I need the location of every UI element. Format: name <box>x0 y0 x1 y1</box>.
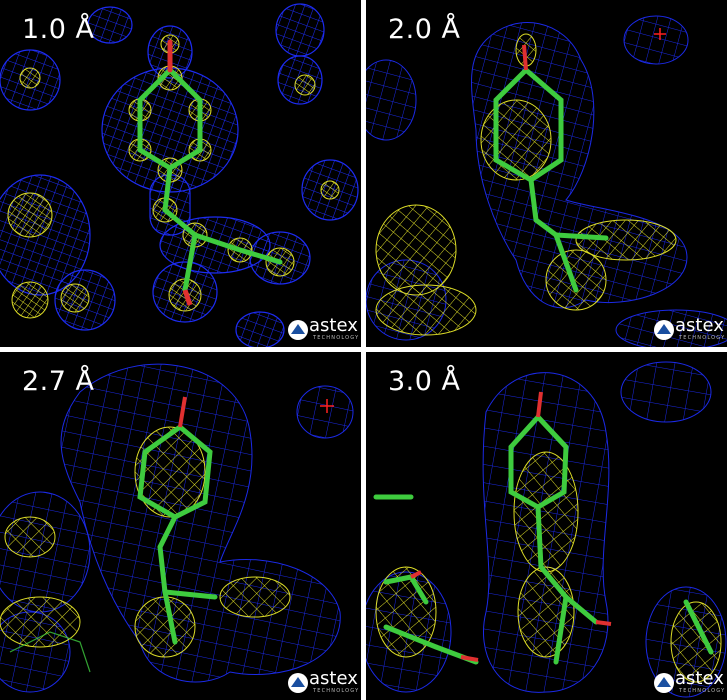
logo-wordmark: astex <box>675 315 724 336</box>
electron-density-map <box>366 15 727 347</box>
astex-logo-icon <box>288 320 308 340</box>
water-cross-icon <box>654 28 666 40</box>
panel-2-0-angstrom: 2.0 Å astex TECHNOLOGY <box>366 0 727 347</box>
astex-logo: astex TECHNOLOGY <box>653 315 726 343</box>
resolution-label: 3.0 Å <box>388 366 461 397</box>
astex-logo: astex TECHNOLOGY <box>653 668 726 696</box>
panel-2-7-angstrom: 2.7 Å astex TECHNOLOGY <box>0 352 361 700</box>
astex-logo-icon <box>288 673 308 693</box>
logo-subtitle: TECHNOLOGY <box>313 688 360 694</box>
logo-wordmark: astex <box>675 668 724 689</box>
resolution-label: 2.7 Å <box>22 366 95 397</box>
water-cross-icon <box>320 399 334 413</box>
logo-subtitle: TECHNOLOGY <box>679 335 726 341</box>
electron-density-map <box>366 361 727 698</box>
panel-3-0-angstrom: 3.0 Å astex TECHNOLOGY <box>366 352 727 700</box>
electron-density-map <box>0 3 359 347</box>
logo-subtitle: TECHNOLOGY <box>679 688 726 694</box>
panel-1-0-angstrom: 1.0 Å astex TECHNOLOGY <box>0 0 361 347</box>
astex-logo: astex TECHNOLOGY <box>287 315 360 343</box>
logo-subtitle: TECHNOLOGY <box>313 335 360 341</box>
astex-logo-icon <box>654 673 674 693</box>
electron-density-map <box>0 363 354 693</box>
resolution-label: 2.0 Å <box>388 14 461 45</box>
resolution-label: 1.0 Å <box>22 14 95 45</box>
logo-wordmark: astex <box>309 668 358 689</box>
astex-logo-icon <box>654 320 674 340</box>
logo-wordmark: astex <box>309 315 358 336</box>
astex-logo: astex TECHNOLOGY <box>287 668 360 696</box>
